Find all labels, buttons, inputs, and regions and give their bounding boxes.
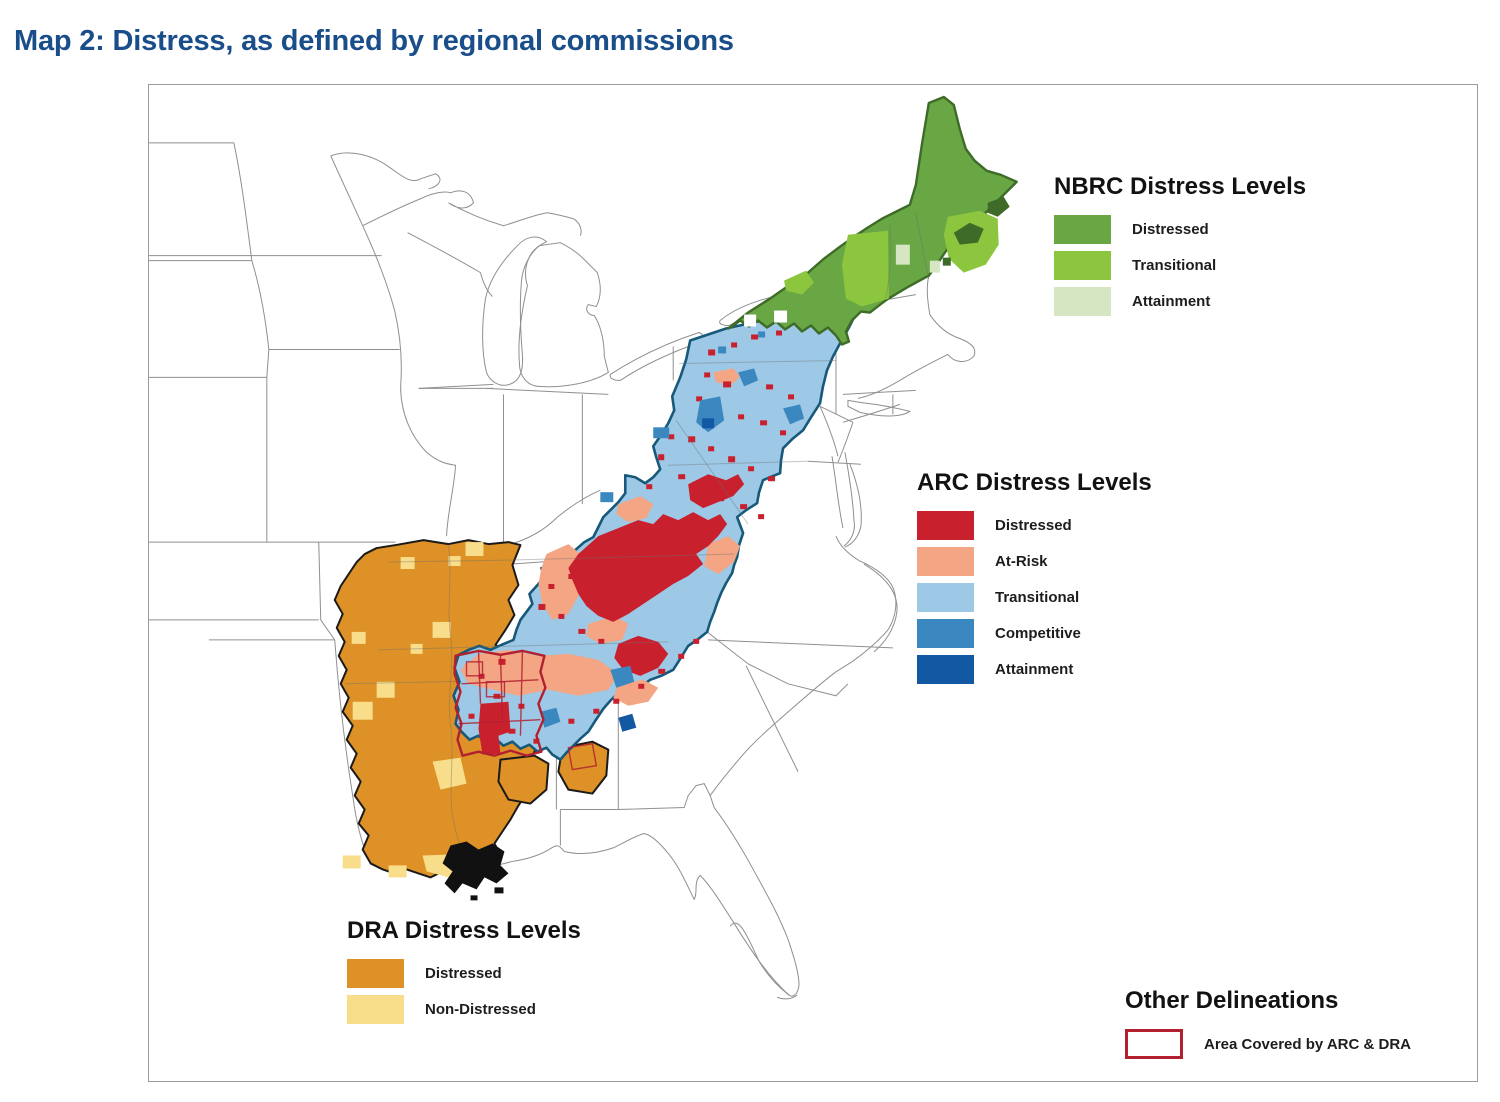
- dra-legend-item: Distressed: [347, 959, 581, 988]
- dra-legend-label: Distressed: [425, 965, 502, 982]
- dra-legend-label: Non-Distressed: [425, 1001, 536, 1018]
- nbrc-legend-swatch: [1054, 215, 1111, 244]
- arc-legend-rows: Distressed At-Risk Transitional Competitive…: [917, 511, 1152, 684]
- nbrc-white-notch: [774, 310, 788, 323]
- arc-legend: ARC Distress Levels Distressed At-Risk Tra…: [917, 469, 1152, 691]
- dra-legend-swatch: [347, 959, 404, 988]
- nbrc-legend-label: Transitional: [1132, 257, 1217, 274]
- mississippi-river: [448, 546, 463, 852]
- other-legend-title: Other Delineations: [1125, 987, 1339, 1014]
- arc-legend-item: Competitive: [917, 619, 1152, 648]
- arc-legend-label: Competitive: [995, 625, 1081, 642]
- arc-legend-item: Attainment: [917, 655, 1152, 684]
- arc-legend-item: Distressed: [917, 511, 1152, 540]
- nbrc-legend-item: Attainment: [1054, 287, 1306, 316]
- arc-legend-label: Transitional: [995, 589, 1080, 606]
- nbrc-attainment-patches: [895, 244, 940, 273]
- mississippi-delta: [442, 841, 509, 901]
- map-title: Map 2: Distress, as defined by regional …: [14, 25, 734, 58]
- arc-legend-label: Attainment: [995, 661, 1074, 678]
- ny-pa-line: [679, 359, 836, 364]
- arc-legend-label: At-Risk: [995, 553, 1048, 570]
- nbrc-region: [726, 95, 1018, 346]
- dra-alabama-blob: [497, 754, 550, 805]
- dra-legend-swatch: [347, 995, 404, 1024]
- nbrc-legend-label: Attainment: [1132, 293, 1211, 310]
- arc-distressed-core: [478, 474, 745, 755]
- dra-legend: DRA Distress Levels Distressed Non-Distre…: [347, 917, 581, 1031]
- dra-legend-title: DRA Distress Levels: [347, 917, 581, 944]
- arc-legend-item: At-Risk: [917, 547, 1152, 576]
- nbrc-coastal-dark-patches: [942, 196, 1010, 266]
- arc-competitive-patches: [540, 331, 805, 728]
- dra-legend-rows: Distressed Non-Distressed: [347, 959, 581, 1024]
- arc-dra-overlap-outline: [453, 649, 598, 771]
- map-canvas: NBRC Distress Levels Distressed Transitio…: [148, 84, 1478, 1082]
- arc-legend-swatch: [917, 547, 974, 576]
- nbrc-legend-swatch: [1054, 251, 1111, 280]
- other-legend-item: Area Covered by ARC & DRA: [1125, 1029, 1411, 1059]
- base-map: [149, 95, 1018, 1000]
- other-legend-label: Area Covered by ARC & DRA: [1204, 1035, 1411, 1053]
- nbrc-legend-title: NBRC Distress Levels: [1054, 173, 1307, 200]
- nbrc-white-notch: [744, 314, 757, 327]
- nbrc-legend-label: Distressed: [1132, 221, 1209, 238]
- arc-legend-title: ARC Distress Levels: [917, 469, 1152, 496]
- dra-legend-item: Non-Distressed: [347, 995, 581, 1024]
- dra-region: [333, 539, 610, 901]
- arc-legend-swatch: [917, 511, 974, 540]
- nbrc-legend-item: Transitional: [1054, 251, 1306, 280]
- arc-legend-swatch: [917, 655, 974, 684]
- other-delineations-legend: Other Delineations Area Covered by ARC &…: [1125, 987, 1411, 1066]
- arc-attainment-patches: [618, 418, 715, 732]
- arc-at-risk-patches: [460, 368, 741, 706]
- arc-legend-swatch: [917, 619, 974, 648]
- nbrc-legend-item: Distressed: [1054, 215, 1306, 244]
- arc-legend-item: Transitional: [917, 583, 1152, 612]
- other-legend-swatch: [1125, 1029, 1183, 1059]
- nbrc-legend-rows: Distressed Transitional Attainment: [1054, 215, 1306, 316]
- arc-region: [450, 307, 859, 761]
- arc-legend-swatch: [917, 583, 974, 612]
- nbrc-legend: NBRC Distress Levels Distressed Transitio…: [1054, 173, 1306, 323]
- arc-legend-label: Distressed: [995, 517, 1072, 534]
- nbrc-legend-swatch: [1054, 287, 1111, 316]
- arc-distressed-dots: [468, 330, 804, 744]
- other-legend-rows: Area Covered by ARC & DRA: [1125, 1029, 1411, 1059]
